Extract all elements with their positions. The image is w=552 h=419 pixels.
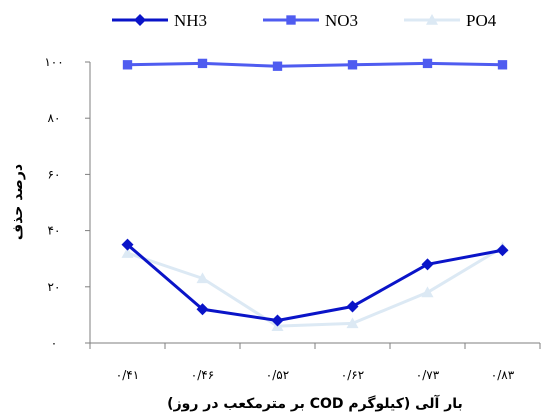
x-tick-label: ۰/۴۱ [116,368,139,382]
legend-label-no3: NO3 [325,11,358,30]
legend: NH3 NO3 PO4 [112,11,497,30]
data-point-no3 [272,61,283,71]
data-point-po4 [421,286,434,298]
series-line-no3 [127,61,503,68]
data-point-po4 [196,272,209,284]
x-ticks: ۰/۴۱ ۰/۴۶ ۰/۵۲ ۰/۶۲ ۰/۷۳ ۰/۸۳ [89,343,541,382]
legend-label-po4: PO4 [466,11,497,30]
x-tick-label: ۰/۷۳ [416,368,440,382]
x-tick-label: ۰/۶۲ [341,368,364,382]
data-point-no3 [347,60,358,70]
y-tick-label: ۲۰ [48,280,61,294]
x-tick-label: ۰/۸۳ [491,368,515,382]
y-tick-label: ۸۰ [48,111,61,125]
x-tick-label: ۰/۴۶ [191,368,214,382]
y-tick-label: ۰ [51,336,57,350]
x-tick-label: ۰/۵۲ [266,368,289,382]
data-point-nh3 [196,303,209,316]
legend-marker-po4 [426,14,438,25]
y-tick-label: ۱۰۰ [44,55,63,69]
data-point-nh3 [421,258,434,271]
data-point-no3 [497,60,508,70]
y-tick-label: ۶۰ [48,167,61,181]
data-point-nh3 [346,300,359,313]
legend-label-nh3: NH3 [174,11,207,30]
y-axis-title: درصد حذف [10,164,26,240]
data-point-po4 [346,317,359,329]
data-point-po4 [121,247,134,258]
series-group [121,58,509,331]
axes [89,62,540,344]
data-point-nh3 [496,244,509,257]
data-point-nh3 [121,238,134,251]
y-ticks: ۰ ۲۰ ۴۰ ۶۰ ۸۰ ۱۰۰ [44,55,90,350]
data-point-nh3 [271,314,284,327]
y-tick-label: ۴۰ [48,224,61,238]
legend-marker-nh3 [134,14,146,26]
series-line-nh3 [126,243,503,323]
data-point-no3 [122,60,133,70]
series-line-po4 [127,246,504,328]
x-axis-title: بار آلی (کیلوگرم COD بر مترمکعب در روز) [167,394,463,412]
data-point-no3 [197,58,208,69]
data-point-no3 [422,58,433,69]
legend-marker-no3 [286,15,296,25]
